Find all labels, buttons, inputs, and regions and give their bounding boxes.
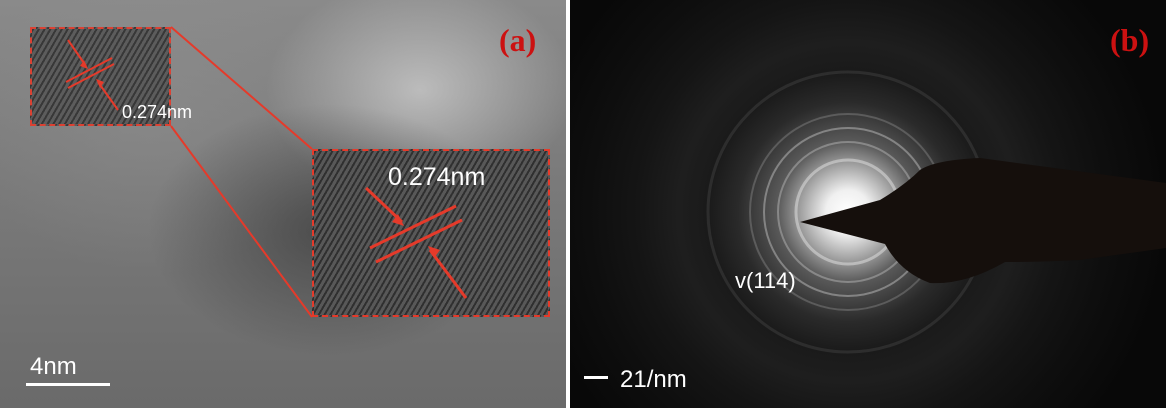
arrowheads (80, 60, 440, 258)
zoom-line-bottom (170, 125, 313, 318)
lattice-marker-small (65, 39, 119, 111)
lattice-inset-large (312, 149, 550, 317)
scale-bar-b (584, 376, 608, 379)
diffraction-ring-label: v(114) (735, 268, 796, 293)
lattice-spacing-label-large: 0.274nm (388, 163, 486, 191)
lattice-inset-small (30, 27, 171, 126)
beam-stopper (800, 158, 1166, 284)
scale-bar-label-b: 21/nm (620, 366, 687, 393)
lattice-marker-large (364, 186, 468, 299)
hrtem-image-panel (0, 0, 566, 408)
scale-bar-a (26, 383, 110, 386)
lattice-spacing-label-small: 0.274nm (122, 102, 193, 122)
scale-bar-label-a: 4nm (30, 353, 77, 380)
zoom-line-top (170, 26, 313, 150)
panel-a-label: (a) (499, 22, 537, 58)
panel-b-label: (b) (1110, 22, 1150, 58)
